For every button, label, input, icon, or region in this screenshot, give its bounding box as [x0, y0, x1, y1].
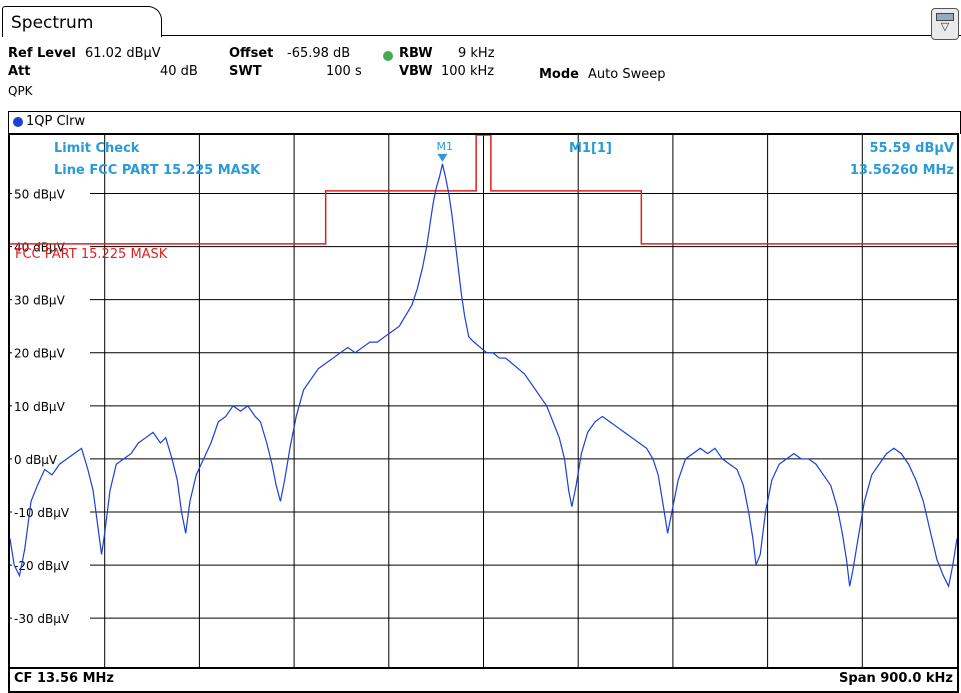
status-footer: CF 13.56 MHz Span 900.0 kHz	[8, 669, 959, 693]
ref-level-value: 61.02 dBµV	[85, 46, 161, 61]
grid	[10, 135, 957, 667]
y-tick-label-bg	[12, 291, 90, 307]
y-tick-label-bg	[12, 344, 90, 360]
y-tick-label-bg	[12, 503, 90, 519]
y-tick-label-bg	[12, 238, 90, 254]
limit-line-path	[10, 135, 957, 245]
y-tick-label-bg	[12, 610, 90, 626]
marker: M1	[436, 140, 453, 162]
layout-icon	[936, 13, 954, 21]
span-value: Span 900.0 kHz	[839, 671, 953, 686]
marker-tag: M1	[436, 140, 453, 153]
rbw-value: 9 kHz	[458, 46, 495, 61]
y-tick-label-bg	[12, 450, 90, 466]
marker-level: 55.59 dBµV	[870, 141, 955, 156]
chevron-down-icon: ▽	[940, 20, 950, 33]
marker-readout-label: M1[1]	[569, 141, 612, 156]
trace	[10, 163, 957, 589]
att-value: 40 dB	[160, 64, 198, 79]
y-tick-label: 30 dBµV	[14, 294, 66, 308]
y-tick-label: 10 dBµV	[14, 400, 66, 414]
y-tick-label-bg	[12, 397, 90, 413]
y-tick-label-bg	[12, 557, 90, 573]
tab-spectrum[interactable]: Spectrum	[2, 6, 162, 37]
y-tick-label-bg	[12, 185, 90, 201]
limit-check-title: Limit Check	[54, 141, 140, 156]
y-tick-label: 20 dBµV	[14, 347, 66, 361]
offset-label: Offset	[229, 46, 274, 61]
tab-divider	[160, 35, 961, 36]
center-frequency: CF 13.56 MHz	[14, 671, 114, 686]
ref-level-label: Ref Level	[8, 46, 76, 61]
att-label: Att	[8, 64, 31, 79]
limit-line	[10, 135, 957, 245]
trace-color-icon	[13, 117, 23, 127]
marker-triangle-icon	[437, 153, 448, 162]
marker-frequency: 13.56260 MHz	[850, 163, 954, 178]
offset-value: -65.98 dB	[287, 46, 351, 61]
mode-label: Mode	[539, 67, 579, 82]
swt-value: 100 s	[326, 64, 362, 79]
rbw-label: RBW	[399, 46, 433, 61]
limit-check-line: Line FCC PART 15.225 MASK	[54, 163, 261, 178]
limit-mask-label: FCC PART 15.225 MASK	[15, 247, 168, 262]
tab-label: Spectrum	[11, 13, 94, 33]
window-menu-button[interactable]: ▽	[931, 8, 959, 40]
y-tick-label: -30 dBµV	[14, 612, 70, 626]
trace-label: 1QP Clrw	[26, 114, 86, 129]
y-tick-label: -20 dBµV	[14, 559, 70, 573]
trace-info-bar: 1QP Clrw	[8, 111, 961, 134]
rbw-indicator-icon	[383, 51, 393, 61]
swt-label: SWT	[229, 64, 262, 79]
y-tick-label: 50 dBµV	[14, 187, 66, 201]
detector-label: QPK	[8, 84, 33, 98]
vbw-value: 100 kHz	[441, 64, 495, 79]
vbw-label: VBW	[399, 64, 433, 79]
y-tick-label: 0 dBµV	[14, 453, 58, 467]
trace-path	[10, 163, 957, 589]
mode-value: Auto Sweep	[588, 67, 666, 82]
y-tick-label: -10 dBµV	[14, 506, 70, 520]
